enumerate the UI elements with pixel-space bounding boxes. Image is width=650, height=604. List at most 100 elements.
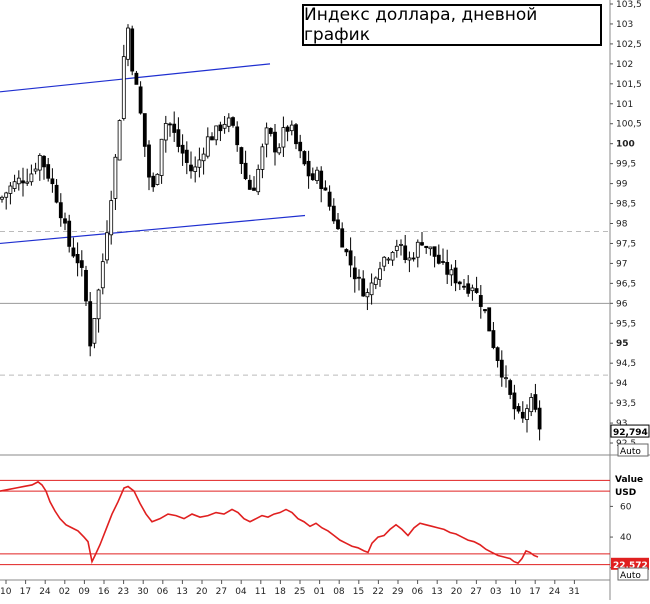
candle-body xyxy=(352,267,357,280)
candle-body xyxy=(121,56,126,119)
indicator-last-label: 22,572 xyxy=(613,561,648,571)
candle-body xyxy=(151,175,156,188)
x-tick-label: 22 xyxy=(372,587,383,597)
candle-body xyxy=(348,250,353,266)
candle-body xyxy=(0,196,4,200)
y-tick-label: 99,5 xyxy=(616,160,636,170)
candle-body xyxy=(16,177,21,185)
candle-body xyxy=(336,219,340,230)
y-tick-label: 98 xyxy=(616,220,628,230)
x-tick-label: 20 xyxy=(196,587,208,597)
candle-body xyxy=(285,126,290,132)
candle-body xyxy=(231,117,235,126)
indicator-series-label: USD xyxy=(615,488,636,498)
candle-body xyxy=(415,241,420,258)
y-tick-label: 96 xyxy=(616,299,628,309)
candles-group xyxy=(0,24,542,441)
candle-body xyxy=(478,295,483,307)
candle-body xyxy=(373,277,378,285)
candle-body xyxy=(399,243,403,246)
candle-body xyxy=(172,123,177,133)
x-tick-label: 20 xyxy=(451,587,463,597)
candle-body xyxy=(84,269,88,302)
indicator-last-box xyxy=(611,557,649,570)
candle-body xyxy=(218,124,223,132)
candle-body xyxy=(436,254,441,264)
candle-body xyxy=(273,131,277,153)
candle-body xyxy=(340,228,345,248)
candle-body xyxy=(214,125,219,141)
candle-body xyxy=(529,397,534,413)
x-tick-label: 23 xyxy=(118,587,129,597)
candle-body xyxy=(491,330,496,348)
indicator-line xyxy=(0,480,539,565)
candle-body xyxy=(462,285,466,288)
candle-body xyxy=(226,117,231,127)
candle-body xyxy=(453,267,458,284)
y-tick-label: 102 xyxy=(616,60,633,70)
candle-body xyxy=(67,220,72,247)
candle-body xyxy=(302,151,307,165)
candle-body xyxy=(256,168,261,193)
candle-body xyxy=(369,282,374,296)
y-tick-label: 93 xyxy=(616,419,627,429)
y-tick-label: 100 xyxy=(616,140,635,150)
x-tick-label: 13 xyxy=(431,587,442,597)
y-tick-label: 93,5 xyxy=(616,399,636,409)
candle-body xyxy=(176,129,181,147)
candle-body xyxy=(235,126,240,146)
candle-body xyxy=(331,205,336,222)
candle-body xyxy=(105,232,109,261)
candle-body xyxy=(420,242,424,246)
last-price-box xyxy=(610,424,650,438)
candle-body xyxy=(516,406,521,412)
candle-body xyxy=(4,192,9,198)
x-tick-label: 24 xyxy=(549,587,561,597)
candle-body xyxy=(12,181,17,189)
candle-body xyxy=(361,278,366,297)
candle-body xyxy=(378,268,382,280)
candle-body xyxy=(260,146,265,170)
candle-body xyxy=(310,173,315,181)
candle-body xyxy=(163,123,168,141)
candle-body xyxy=(495,347,500,361)
candle-body xyxy=(75,254,80,264)
candle-body xyxy=(315,169,319,181)
candle-body xyxy=(42,155,46,168)
last-price-label: 92,794 xyxy=(613,428,648,438)
y-tick-label: 100,5 xyxy=(616,120,642,130)
candle-body xyxy=(147,144,151,178)
candle-body xyxy=(537,407,542,430)
candle-body xyxy=(159,138,164,176)
x-tick-label: 27 xyxy=(216,587,227,597)
candle-body xyxy=(357,276,361,279)
candle-body xyxy=(277,147,282,154)
y-tick-label: 94 xyxy=(616,379,628,389)
candle-body xyxy=(432,246,437,257)
candle-body xyxy=(142,113,147,147)
candle-body xyxy=(193,166,198,172)
candle-body xyxy=(247,179,252,190)
auto-button-indicator xyxy=(617,567,649,581)
candle-body xyxy=(8,185,13,194)
y-tick-label: 101 xyxy=(616,100,633,110)
candle-body xyxy=(222,123,227,129)
candle-body xyxy=(88,301,93,347)
indicator-y-tick-label: 60 xyxy=(620,502,632,512)
candle-body xyxy=(525,408,529,420)
candle-body xyxy=(487,307,492,332)
x-tick-label: 10 xyxy=(510,587,522,597)
x-tick-label: 04 xyxy=(235,587,247,597)
x-tick-label: 06 xyxy=(157,587,169,597)
candle-body xyxy=(210,136,214,141)
candle-body xyxy=(499,359,504,378)
y-tick-label: 103,5 xyxy=(616,0,642,10)
y-tick-label: 97,5 xyxy=(616,239,636,249)
candle-body xyxy=(25,181,30,184)
candle-body xyxy=(239,147,244,165)
candle-body xyxy=(205,136,210,157)
candle-body xyxy=(424,245,429,249)
candle-body xyxy=(411,257,416,260)
candle-body xyxy=(197,159,202,168)
candle-body xyxy=(306,160,311,177)
